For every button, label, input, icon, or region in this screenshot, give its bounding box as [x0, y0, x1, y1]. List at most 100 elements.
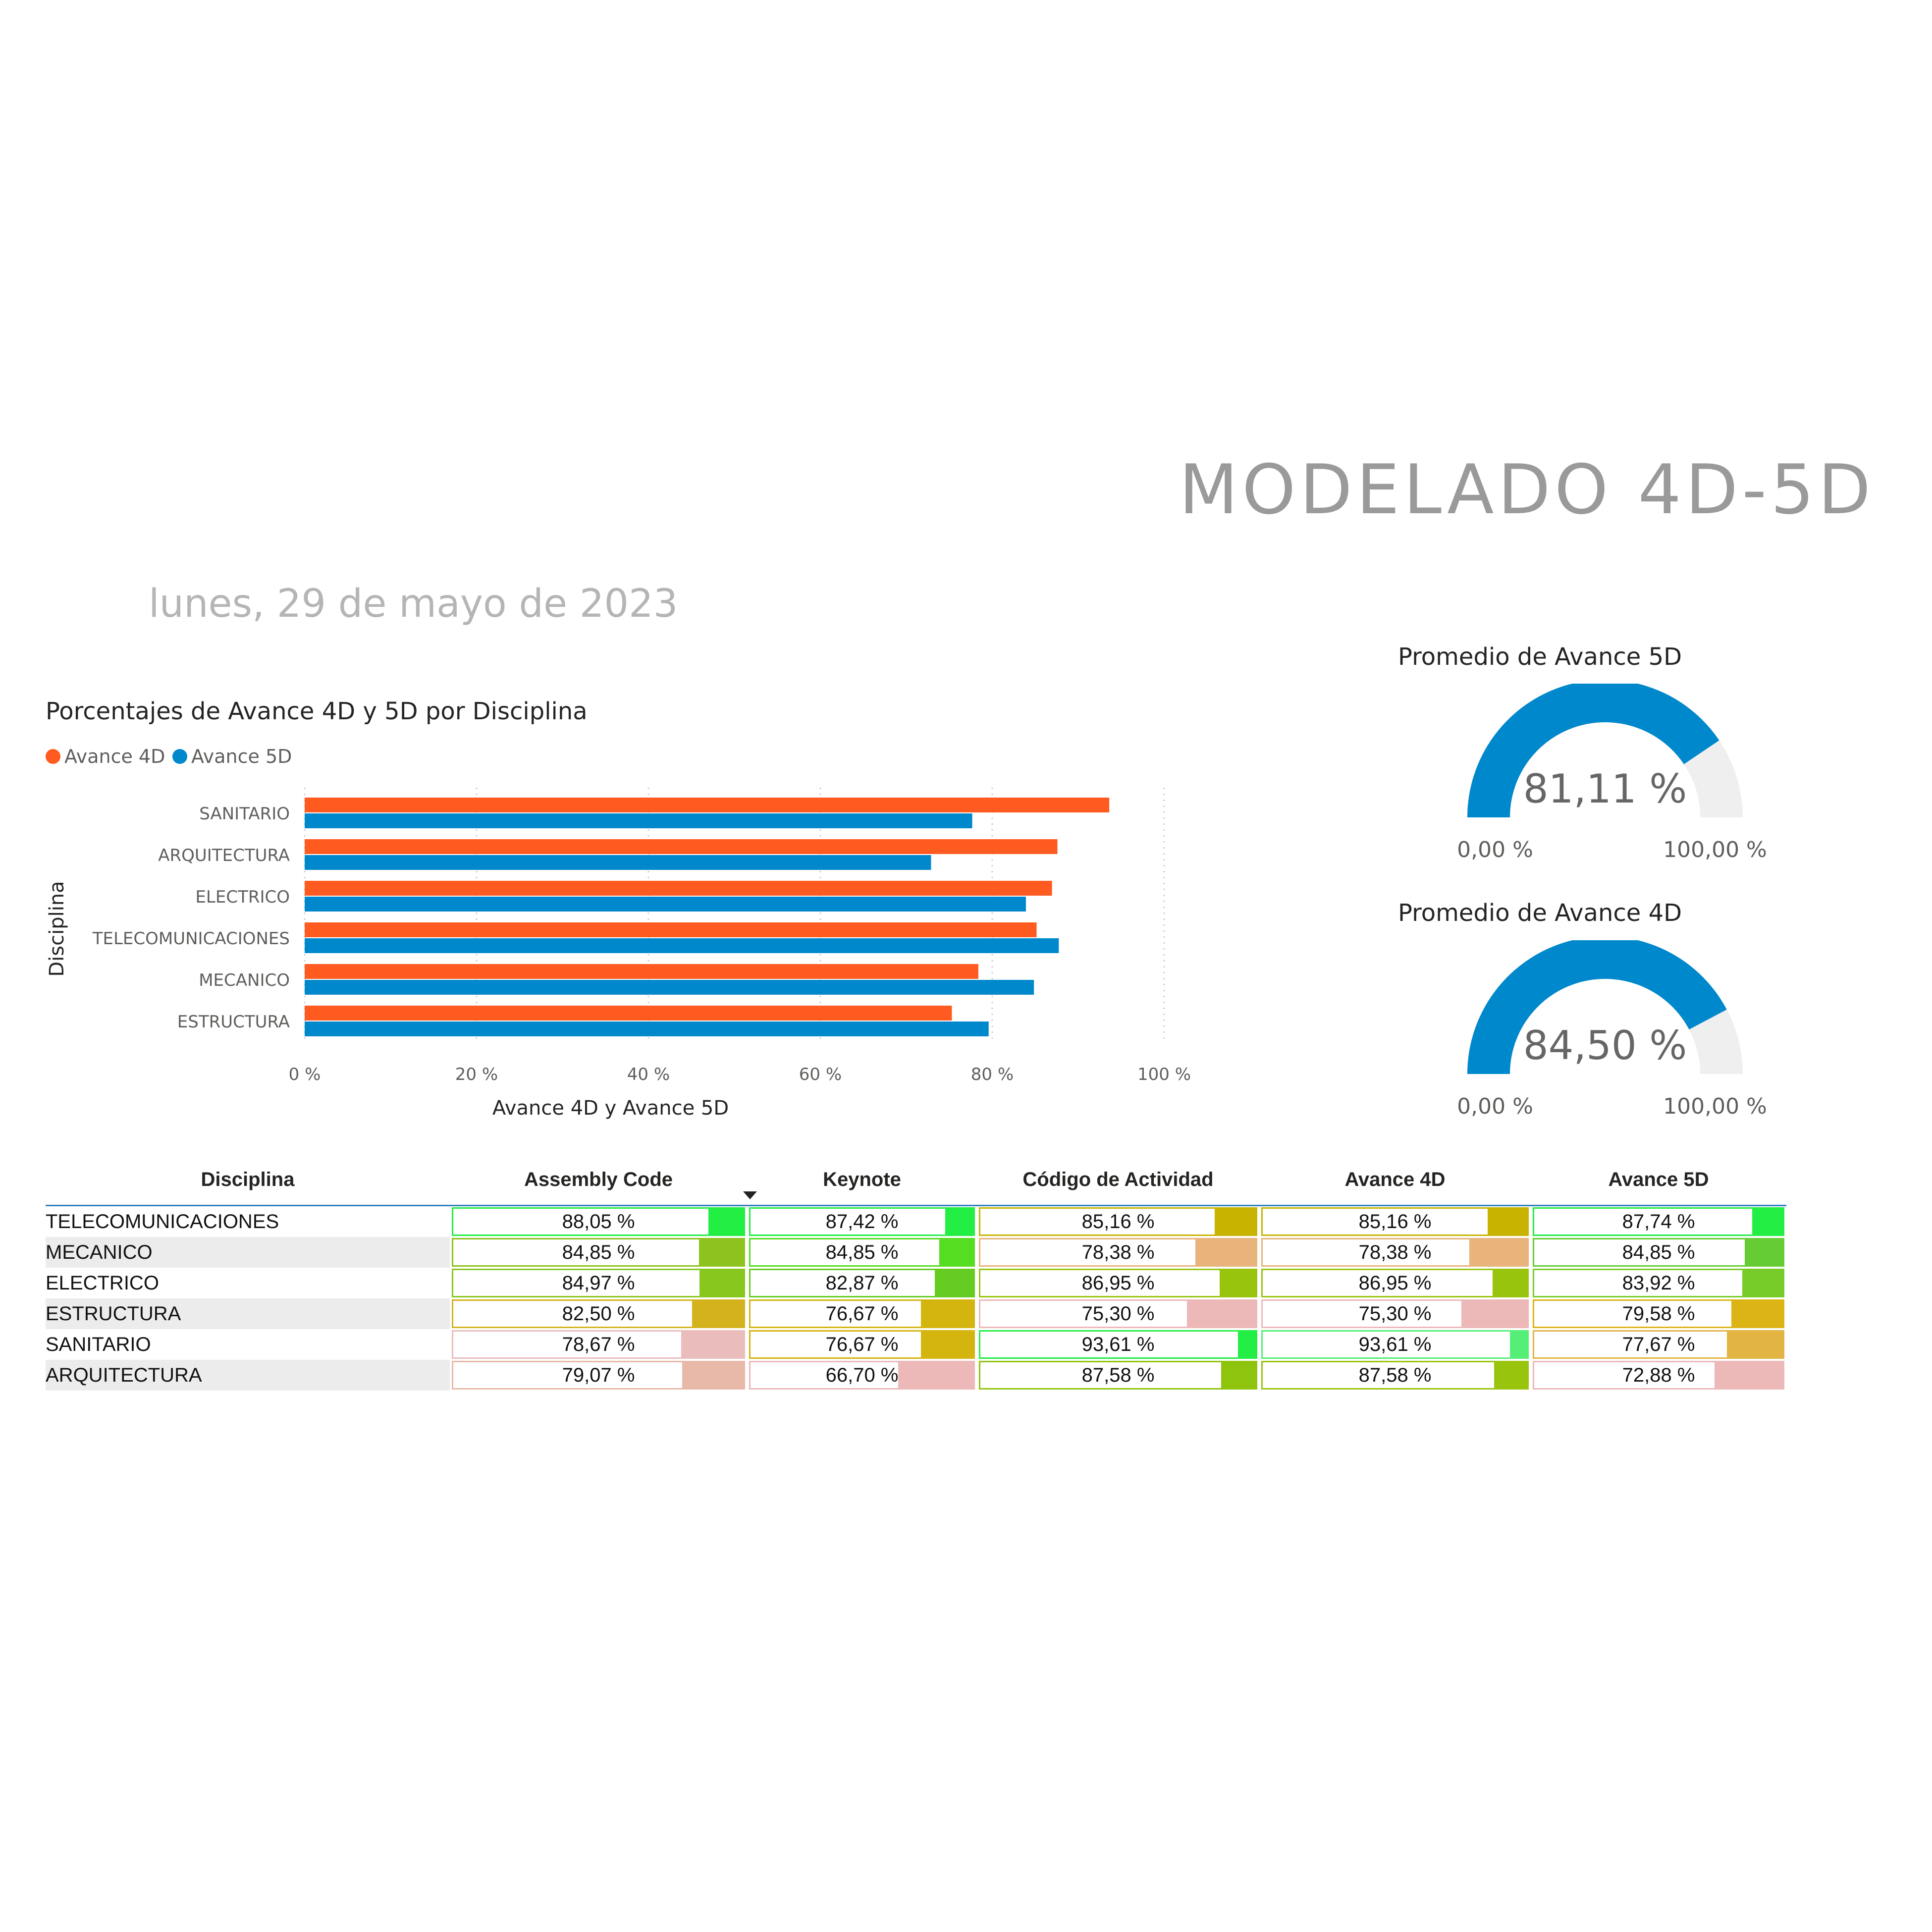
cell-value: 77,67 %	[1531, 1329, 1786, 1360]
data-bar-fill	[1533, 1207, 1754, 1236]
cell-value-label: 76,67 %	[825, 1334, 899, 1355]
data-bar	[749, 1269, 975, 1297]
legend-item-avance-5d[interactable]: Avance 5D	[172, 746, 292, 767]
data-bar-fill	[979, 1330, 1240, 1359]
cell-value: 87,58 %	[1259, 1360, 1531, 1391]
report-date: lunes, 29 de mayo de 2023	[149, 582, 678, 626]
cell-value-label: 82,50 %	[562, 1303, 635, 1325]
data-bar	[1261, 1238, 1529, 1267]
bar-avance-4d	[305, 881, 1052, 896]
data-bar	[979, 1330, 1257, 1359]
cell-value: 85,16 %	[1259, 1206, 1531, 1237]
data-bar	[749, 1330, 975, 1359]
data-bar-fill	[1261, 1238, 1471, 1267]
data-bar-fill	[749, 1361, 900, 1390]
cell-value-label: 79,07 %	[562, 1364, 635, 1386]
data-bar-fill	[749, 1207, 947, 1236]
cell-disciplina: TELECOMUNICACIONES	[46, 1210, 279, 1233]
cell-value: 84,85 %	[747, 1237, 977, 1268]
cell-value: 78,38 %	[1259, 1237, 1531, 1268]
gauge-value-label: 81,11 %	[1523, 766, 1687, 812]
cell-disciplina: ELECTRICO	[46, 1272, 159, 1294]
y-axis-title: Disciplina	[46, 881, 68, 976]
table-row[interactable]: SANITARIO 78,67 % 76,67 % 93,61 % 93,61 % 77,…	[46, 1329, 1786, 1360]
x-tick-label: 80 %	[971, 1065, 1014, 1084]
table-row[interactable]: MECANICO 84,85 % 84,85 % 78,38 % 78,38 % 84,8…	[46, 1237, 1786, 1268]
data-bar-fill	[1261, 1269, 1494, 1297]
data-bar-fill	[979, 1299, 1189, 1328]
cell-value: 79,58 %	[1531, 1298, 1786, 1329]
cell-value: 93,61 %	[1259, 1329, 1531, 1360]
data-bar	[1261, 1330, 1529, 1359]
data-bar	[452, 1361, 745, 1390]
column-header-avance-4d[interactable]: Avance 4D	[1344, 1168, 1446, 1190]
table-row[interactable]: TELECOMUNICACIONES 88,05 % 87,42 % 85,16 % 8…	[46, 1206, 1786, 1237]
cell-value-label: 84,85 %	[825, 1241, 899, 1263]
table-row[interactable]: ELECTRICO 84,97 % 82,87 % 86,95 % 86,95 % 83,…	[46, 1268, 1786, 1298]
cell-value: 75,30 %	[977, 1298, 1259, 1329]
bar-avance-5d	[305, 813, 972, 828]
data-bar	[452, 1330, 745, 1359]
data-bar-fill	[452, 1361, 684, 1390]
data-table: Disciplina Assembly Code Keynote Código …	[46, 1154, 1786, 1391]
data-bar-fill	[979, 1269, 1221, 1297]
data-bar-fill	[452, 1238, 701, 1267]
cell-disciplina: MECANICO	[46, 1237, 450, 1268]
cell-value-label: 84,85 %	[1622, 1241, 1695, 1263]
table-row[interactable]: ARQUITECTURA 79,07 % 66,70 % 87,58 % 87,58 %…	[46, 1360, 1786, 1391]
column-header-assembly-code[interactable]: Assembly Code	[524, 1168, 673, 1190]
column-header-avance-5d[interactable]: Avance 5D	[1608, 1168, 1709, 1190]
cell-value-label: 87,58 %	[1081, 1364, 1155, 1386]
x-tick-label: 60 %	[799, 1065, 842, 1084]
cell-value: 88,05 %	[450, 1206, 747, 1237]
cell-value: 78,67 %	[450, 1329, 747, 1360]
cell-value-label: 72,88 %	[1622, 1364, 1695, 1386]
legend-dot-icon	[46, 749, 60, 764]
data-bar	[1261, 1361, 1529, 1390]
data-bar-fill	[749, 1238, 941, 1267]
data-bar-fill	[749, 1299, 922, 1328]
cell-value: 87,74 %	[1531, 1206, 1786, 1237]
page-title: MODELADO 4D-5D	[1179, 450, 1875, 530]
data-bar-fill	[452, 1207, 710, 1236]
gauge-max-label: 100,00 %	[1663, 837, 1767, 862]
cell-value-label: 93,61 %	[1358, 1334, 1432, 1355]
data-bar	[1533, 1299, 1784, 1328]
y-category-label: TELECOMUNICACIONES	[92, 929, 290, 949]
cell-value: 84,97 %	[450, 1268, 747, 1298]
data-bar-fill	[1261, 1361, 1496, 1390]
bar-avance-4d	[305, 798, 1110, 812]
gauge-avance-4d: 84,50 % 0,00 % 100,00 %	[1457, 940, 1767, 1119]
data-bar-fill	[1261, 1299, 1463, 1328]
bar-avance-5d	[305, 938, 1059, 953]
column-header-keynote[interactable]: Keynote	[823, 1168, 901, 1190]
data-bar	[1533, 1238, 1784, 1267]
cell-value-label: 84,85 %	[562, 1241, 635, 1263]
cell-value: 82,87 %	[747, 1268, 977, 1298]
legend-item-avance-4d[interactable]: Avance 4D	[46, 746, 165, 767]
cell-value-label: 85,16 %	[1081, 1211, 1155, 1233]
data-bar-fill	[749, 1330, 922, 1359]
data-bar-fill	[1533, 1361, 1717, 1390]
cell-value-label: 82,87 %	[825, 1272, 899, 1294]
y-category-label: ESTRUCTURA	[177, 1012, 290, 1032]
data-bar	[1533, 1361, 1784, 1390]
cell-disciplina: ESTRUCTURA	[46, 1298, 450, 1329]
cell-value: 87,58 %	[977, 1360, 1259, 1391]
sort-descending-icon[interactable]	[743, 1191, 757, 1199]
gauge-value-arc	[1467, 684, 1719, 818]
column-header-codigo-actividad[interactable]: Código de Actividad	[1022, 1168, 1214, 1190]
table-row[interactable]: ESTRUCTURA 82,50 % 76,67 % 75,30 % 75,30 % 79…	[46, 1298, 1786, 1329]
cell-value-label: 75,30 %	[1358, 1303, 1432, 1325]
data-bar	[1261, 1299, 1529, 1328]
data-bar-fill	[1533, 1330, 1728, 1359]
data-bar-fill	[452, 1269, 701, 1297]
cell-value-label: 76,67 %	[825, 1303, 899, 1325]
cell-value-label: 85,16 %	[1358, 1211, 1432, 1233]
data-bar	[1533, 1330, 1784, 1359]
cell-value-label: 93,61 %	[1081, 1334, 1155, 1355]
column-header-disciplina[interactable]: Disciplina	[201, 1168, 295, 1190]
cell-disciplina: ARQUITECTURA	[46, 1360, 450, 1391]
cell-value: 76,67 %	[747, 1298, 977, 1329]
data-bar	[749, 1238, 975, 1267]
